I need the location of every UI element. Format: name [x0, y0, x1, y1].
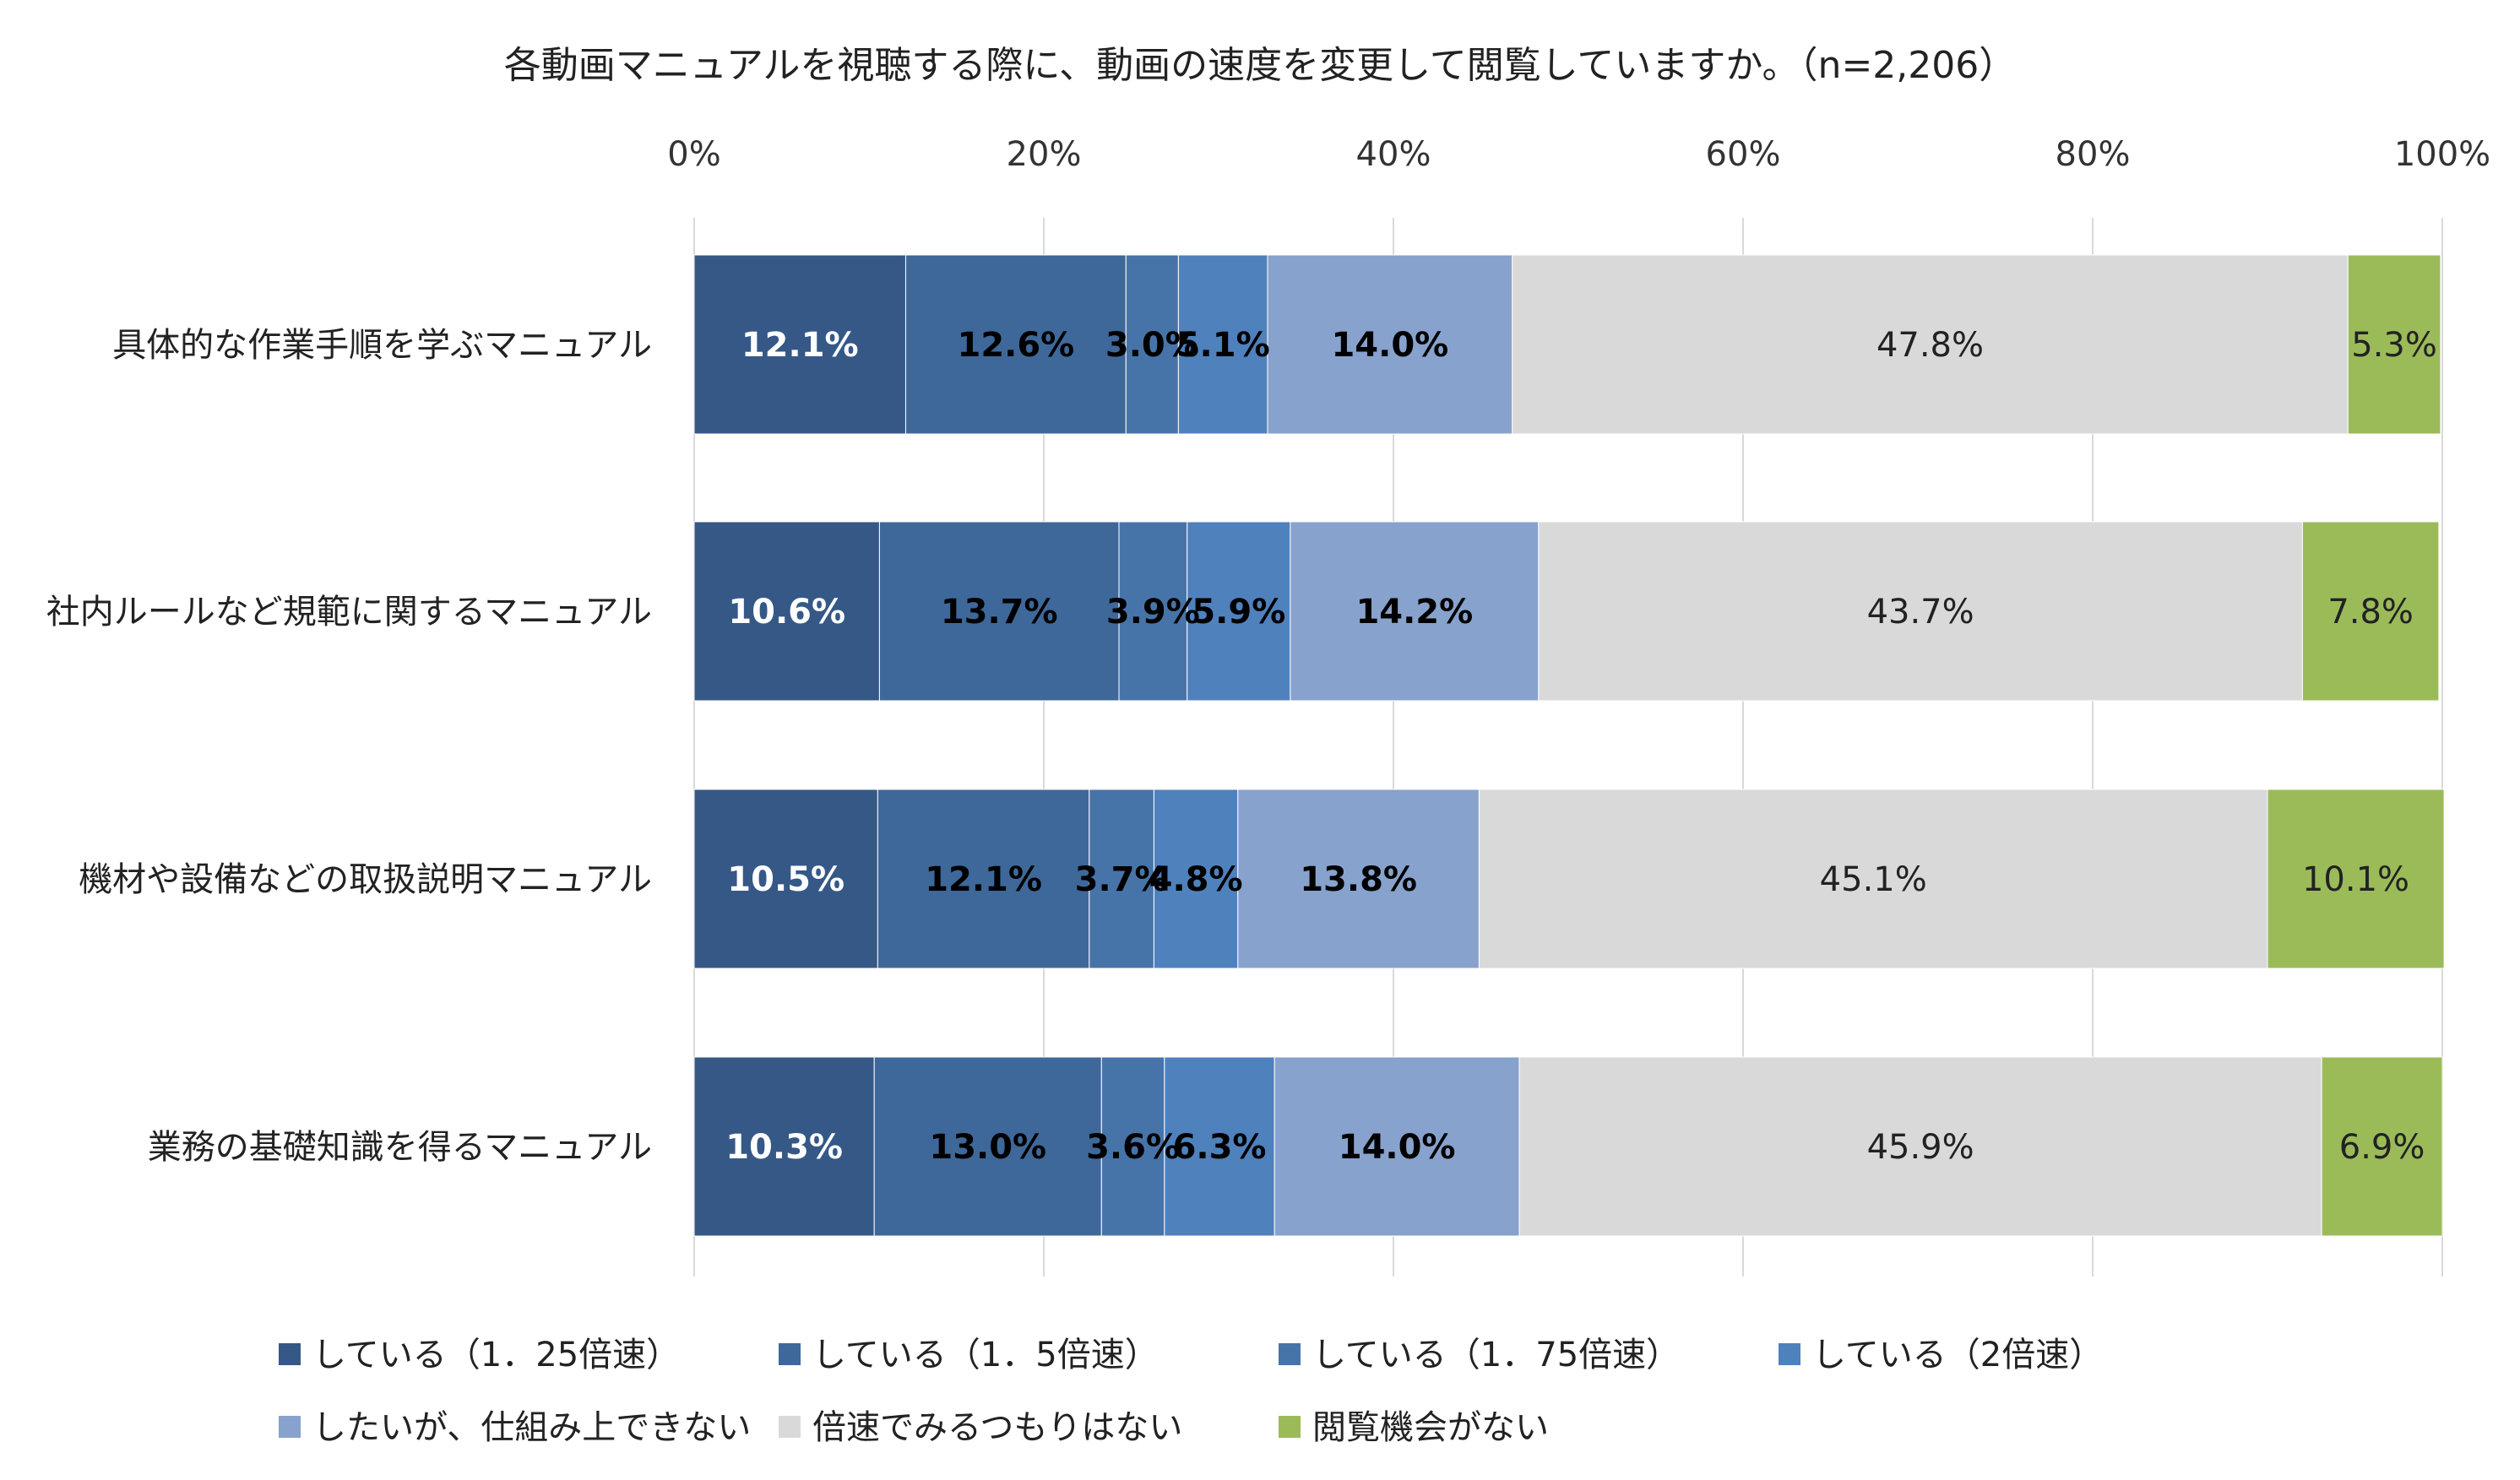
data-label: 7.8%: [2327, 593, 2414, 632]
bar-segment: [1478, 789, 2268, 969]
bar-segment: [2321, 1056, 2443, 1237]
bar-segment: [1518, 1056, 2322, 1237]
data-label: 3.9%: [1106, 593, 1200, 632]
bar-segment: [1538, 521, 2303, 702]
category-label: 具体的な作業手順を学ぶマニュアル: [112, 326, 652, 365]
x-tick-label: 20%: [1007, 135, 1082, 174]
bar-segment: [693, 254, 906, 435]
legend-label: している（1．25倍速）: [312, 1336, 680, 1374]
data-label: 10.6%: [728, 593, 845, 632]
data-label: 43.7%: [1867, 593, 1974, 632]
bar-segment: [1267, 254, 1513, 435]
legend-swatch: [779, 1343, 801, 1365]
data-label: 13.8%: [1300, 860, 1417, 899]
bar-segment: [693, 1056, 875, 1237]
x-tick-label: 40%: [1356, 135, 1431, 174]
bar-segment: [2301, 521, 2440, 702]
legend-swatch: [1779, 1343, 1800, 1365]
data-label: 10.5%: [727, 860, 845, 899]
legend-label: したいが、仕組み上できない: [312, 1408, 751, 1447]
data-label: 5.3%: [2351, 326, 2437, 365]
legend: している（1．25倍速） している（1．5倍速） している（1．75倍速） している（…: [279, 1336, 2103, 1447]
data-label: 47.8%: [1876, 326, 1984, 365]
x-tick-label: 0%: [667, 135, 720, 174]
category-label: 機材や設備などの取扱説明マニュアル: [79, 860, 652, 899]
legend-swatch: [779, 1416, 801, 1438]
data-label: 10.3%: [725, 1128, 843, 1167]
category-label: 社内ルールなど規範に関するマニュアル: [46, 593, 652, 632]
category-labels: 具体的な作業手順を学ぶマニュアル社内ルールなど規範に関するマニュアル機材や設備な…: [46, 326, 652, 1167]
data-label: 13.7%: [941, 593, 1058, 632]
data-label: 3.0%: [1105, 326, 1199, 365]
bar-segment: [1100, 1056, 1165, 1237]
bar-segment: [1177, 254, 1268, 435]
x-tick-label: 60%: [1706, 135, 1781, 174]
legend-label: 倍速でみるつもりはない: [812, 1408, 1182, 1447]
data-label: 14.0%: [1339, 1128, 1456, 1167]
data-label: 6.9%: [2339, 1128, 2425, 1167]
data-label: 14.2%: [1355, 593, 1473, 632]
legend-swatch: [1279, 1416, 1301, 1438]
data-label: 4.8%: [1149, 860, 1243, 899]
bar-segment: [1153, 789, 1239, 969]
x-tick-label: 80%: [2056, 135, 2131, 174]
bar-segment: [1089, 789, 1154, 969]
x-axis-ticks: 0% 20% 40% 60% 80% 100%: [667, 135, 2490, 174]
legend-label: 閲覧機会がない: [1312, 1408, 1549, 1447]
data-label: 5.9%: [1192, 593, 1285, 632]
legend-swatch: [279, 1416, 301, 1438]
bar-segment: [2267, 789, 2445, 969]
bar-segment: [2347, 254, 2441, 435]
legend-label: している（1．5倍速）: [812, 1336, 1159, 1374]
data-label: 10.1%: [2302, 860, 2409, 899]
legend-swatch: [279, 1343, 301, 1365]
bar-segment: [1164, 1056, 1275, 1237]
data-label: 3.6%: [1086, 1128, 1180, 1167]
data-label: 12.1%: [925, 860, 1042, 899]
bar-segment: [1118, 521, 1188, 702]
bar-segment: [873, 1056, 1102, 1237]
data-label: 14.0%: [1331, 326, 1448, 365]
data-label: 5.1%: [1176, 326, 1270, 365]
data-label: 45.9%: [1867, 1128, 1974, 1167]
bar-segment: [1512, 254, 2349, 435]
category-label: 業務の基礎知識を得るマニュアル: [148, 1128, 652, 1167]
bar-segment: [1290, 521, 1540, 702]
bar-segment: [1274, 1056, 1520, 1237]
chart-title: 各動画マニュアルを視聴する際に、動画の速度を変更して閲覧していますか。（n=2,…: [504, 44, 2017, 87]
data-label: 6.3%: [1173, 1128, 1267, 1167]
data-label: 12.6%: [957, 326, 1074, 365]
data-label: 3.7%: [1075, 860, 1169, 899]
legend-label: している（1．75倍速）: [1312, 1336, 1680, 1374]
data-labels: 12.1% 12.6% 3.0%5.1% 14.0% 47.8% 5.3% 10.6% 13.…: [725, 326, 2437, 1167]
bar-segment: [1237, 789, 1480, 969]
data-label: 12.1%: [741, 326, 859, 365]
data-label: 13.0%: [929, 1128, 1046, 1167]
bar-segment: [1187, 521, 1291, 702]
bar-segment: [878, 521, 1120, 702]
x-tick-label: 100%: [2394, 135, 2490, 174]
bar-segment: [693, 521, 880, 702]
data-label: 45.1%: [1820, 860, 1927, 899]
legend-swatch: [1279, 1343, 1301, 1365]
legend-label: している（2倍速）: [1812, 1336, 2103, 1374]
bars: [693, 254, 2445, 1237]
